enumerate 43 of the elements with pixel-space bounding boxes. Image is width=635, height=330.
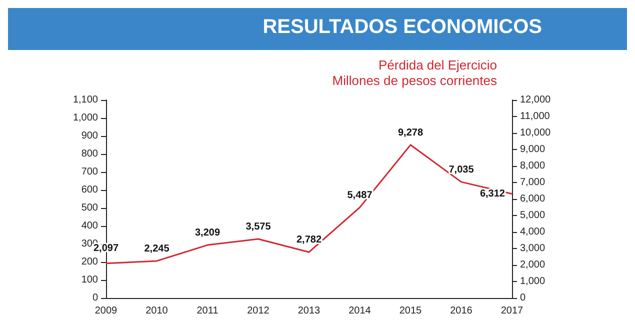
y2-tick-label: 5,000: [520, 210, 546, 221]
y2-tick-label: 7,000: [520, 177, 546, 188]
data-label: 7,035: [448, 164, 474, 176]
data-label: 9,278: [398, 127, 424, 138]
text: Pérdida del Ejercicio: [378, 58, 498, 72]
y-tick-label: 0: [92, 292, 98, 304]
data-label: 2,245: [144, 243, 170, 254]
chart-title: RESULTADOS ECONOMICOS: [262, 16, 542, 38]
y2-tick-label: 1,000: [520, 276, 546, 287]
x-tick-label: 2010: [146, 306, 168, 316]
data-label: 3,575: [246, 222, 272, 233]
x-tick-label: 2014: [348, 306, 372, 316]
data-label: 3,209: [194, 228, 220, 239]
x-tick-label: 2015: [399, 306, 422, 316]
y-tick-label: 1,100: [72, 94, 98, 106]
x-tick-label: 2011: [196, 306, 219, 316]
y-tick-label: 900: [81, 130, 98, 142]
y2-tick-label: 9,000: [520, 144, 546, 155]
y2-tick-label: 0: [520, 292, 526, 304]
x-tick-label: 2009: [94, 306, 118, 316]
x-tick-label: 2013: [298, 306, 321, 316]
y2-tick-label: 6,000: [520, 194, 546, 204]
data-label: 6,312: [480, 188, 506, 200]
y-tick-label: 400: [81, 220, 98, 232]
y-tick-label: 800: [81, 148, 98, 160]
y2-tick-label: 8,000: [520, 160, 546, 172]
y-tick-label: 1,000: [72, 112, 98, 124]
text: Millones de pesos corrientes: [332, 73, 498, 88]
y-tick-label: 200: [81, 256, 98, 268]
y2-tick-label: 11,000: [520, 111, 550, 122]
y2-tick-label: 4,000: [520, 226, 546, 238]
y-tick-label: 700: [81, 166, 98, 178]
y2-tick-label: 3,000: [520, 243, 546, 254]
x-tick-label: 2012: [247, 306, 270, 316]
y2-tick-label: 10,000: [520, 128, 552, 138]
x-tick-label: 2017: [500, 306, 524, 316]
y-tick-label: 500: [81, 202, 98, 214]
y2-tick-label: 12,000: [520, 94, 552, 106]
data-label: 2,782: [296, 234, 322, 246]
y-tick-label: 100: [81, 274, 98, 286]
x-tick-label: 2016: [450, 306, 473, 316]
y-tick-label: 600: [81, 184, 98, 196]
y2-tick-label: 2,000: [520, 260, 546, 270]
